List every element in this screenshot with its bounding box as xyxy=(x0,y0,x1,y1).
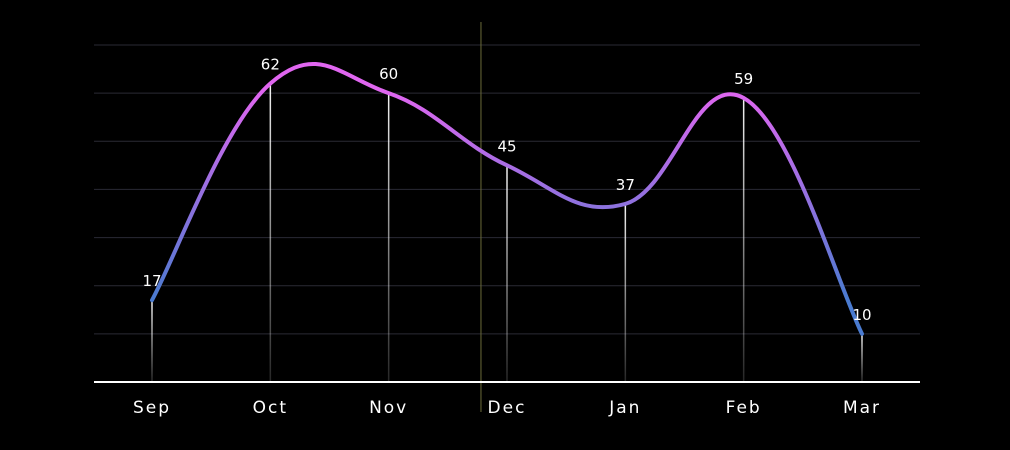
drop-line-dec xyxy=(506,165,508,382)
x-tick-label-mar: Mar xyxy=(843,398,881,418)
x-tick-labels: Sep Oct Nov Dec Jan Feb Mar xyxy=(133,398,881,418)
data-label-sep: 17 xyxy=(142,272,161,290)
data-label-dec: 45 xyxy=(497,137,516,155)
data-label-mar: 10 xyxy=(852,306,871,324)
data-label-oct: 62 xyxy=(261,56,280,74)
data-labels: 17 62 60 45 37 59 10 xyxy=(142,56,871,324)
drop-line-oct xyxy=(269,83,272,382)
x-tick-label-nov: Nov xyxy=(369,398,408,418)
drop-lines xyxy=(151,83,863,383)
series-line xyxy=(150,62,864,336)
data-label-nov: 60 xyxy=(379,65,398,83)
x-tick-label-sep: Sep xyxy=(133,398,171,418)
data-label-feb: 59 xyxy=(734,70,753,88)
drop-line-sep xyxy=(151,300,153,382)
x-tick-label-feb: Feb xyxy=(726,398,762,418)
x-tick-label-oct: Oct xyxy=(253,398,288,418)
data-label-jan: 37 xyxy=(616,176,635,194)
drop-line-feb xyxy=(742,97,745,382)
drop-line-jan xyxy=(624,203,627,382)
drop-line-mar xyxy=(861,333,863,382)
x-tick-label-jan: Jan xyxy=(608,398,641,418)
x-tick-label-dec: Dec xyxy=(488,398,527,418)
drop-line-nov xyxy=(387,93,390,383)
